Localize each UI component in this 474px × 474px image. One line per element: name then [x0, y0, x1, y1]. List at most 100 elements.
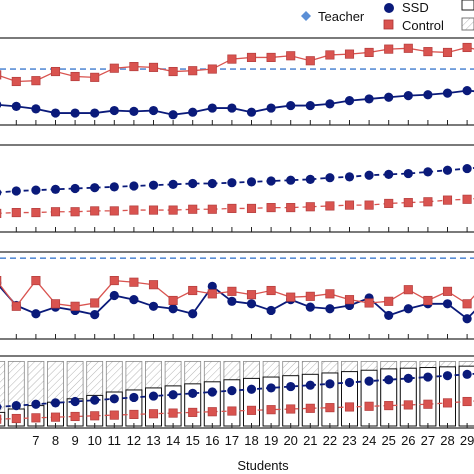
ssd-point-22: [325, 379, 335, 389]
ssd-point-15: [188, 388, 198, 398]
ssd-point-6: [11, 186, 21, 196]
control-point-19: [266, 405, 276, 415]
ssd-point-10: [90, 108, 100, 118]
control-point-27: [423, 295, 433, 306]
ssd-point-10: [90, 309, 100, 320]
control-point-23: [344, 200, 355, 210]
control-point-14: [168, 295, 178, 306]
control-point-20: [286, 203, 296, 213]
control-point-11: [109, 206, 119, 216]
legend-ssd-marker: [384, 3, 394, 13]
control-line: [0, 46, 474, 83]
control-point-6: [11, 301, 21, 311]
panel-4-frame: [0, 355, 474, 429]
control-point-13: [148, 280, 159, 290]
ssd-point-11: [109, 182, 119, 192]
control-point-18: [246, 52, 257, 62]
panel-2-frame: [0, 144, 474, 233]
ssd-point-23: [344, 172, 355, 182]
control-point-29: [462, 396, 472, 407]
ssd-point-7: [31, 399, 41, 409]
control-point-21: [305, 202, 315, 212]
ssd-point-14: [168, 110, 178, 120]
control-point-26: [403, 400, 413, 410]
control-point-26: [403, 198, 413, 208]
ssd-line: [0, 372, 474, 408]
panel-1-plot: [0, 42, 474, 125]
ssd-point-25: [384, 375, 394, 385]
panel-1-frame: [0, 37, 474, 126]
control-point-12: [129, 62, 139, 72]
legend-box-hatched: [461, 17, 474, 31]
x-tick-label-28: 28: [440, 433, 454, 448]
x-tick-label-25: 25: [381, 433, 395, 448]
control-point-29: [462, 194, 472, 204]
x-tick-label-20: 20: [283, 433, 297, 448]
ssd-point-28: [442, 165, 453, 175]
control-point-21: [305, 403, 315, 413]
control-point-19: [266, 52, 276, 62]
control-point-5: [0, 208, 2, 218]
control-point-12: [129, 205, 139, 215]
ssd-point-15: [188, 309, 198, 319]
control-point-22: [325, 289, 335, 299]
control-point-17: [227, 286, 237, 296]
control-point-28: [442, 195, 453, 205]
x-tick-label-14: 14: [166, 433, 180, 448]
ssd-point-27: [423, 372, 433, 382]
x-tick-label-9: 9: [71, 433, 78, 448]
control-point-8: [50, 412, 61, 422]
control-point-5: [0, 414, 2, 424]
control-point-29: [462, 299, 472, 309]
ssd-point-10: [90, 183, 100, 193]
ssd-point-25: [384, 310, 394, 321]
control-point-14: [168, 408, 178, 418]
control-point-11: [109, 410, 119, 420]
ssd-point-25: [384, 169, 394, 179]
ssd-point-6: [11, 401, 21, 411]
control-point-15: [188, 407, 198, 417]
control-point-27: [423, 399, 433, 409]
ssd-point-15: [188, 178, 198, 189]
legend-control-marker: [383, 19, 394, 30]
ssd-point-15: [188, 107, 198, 117]
ssd-point-29: [462, 314, 472, 324]
ssd-point-12: [129, 181, 139, 191]
ssd-point-25: [384, 92, 394, 102]
ssd-point-17: [227, 296, 237, 306]
ssd-point-23: [344, 377, 355, 388]
ssd-point-8: [50, 108, 61, 118]
control-point-12: [129, 277, 139, 287]
control-point-5: [0, 276, 2, 286]
ssd-point-17: [227, 386, 237, 396]
ssd-point-21: [305, 302, 315, 312]
ssd-point-20: [286, 381, 296, 392]
ssd-point-26: [403, 91, 413, 101]
control-point-18: [246, 203, 257, 213]
ssd-point-12: [129, 392, 139, 403]
ssd-point-20: [286, 175, 296, 185]
x-tick-label-23: 23: [342, 433, 356, 448]
control-point-7: [31, 276, 41, 286]
control-point-8: [50, 66, 61, 77]
panel-3-frame: [0, 251, 474, 340]
ssd-point-28: [442, 299, 453, 309]
ssd-point-19: [266, 305, 276, 316]
x-tick-label-13: 13: [146, 433, 160, 448]
ssd-point-12: [129, 106, 139, 116]
control-point-24: [364, 200, 374, 210]
ssd-point-26: [403, 304, 413, 314]
control-point-25: [384, 296, 394, 306]
control-point-11: [109, 276, 119, 286]
control-point-23: [344, 402, 355, 412]
x-tick-label-21: 21: [303, 433, 317, 448]
control-point-27: [423, 197, 433, 207]
control-point-6: [11, 76, 21, 87]
ssd-point-7: [31, 104, 41, 114]
ssd-point-17: [227, 178, 237, 188]
ssd-point-18: [246, 107, 257, 117]
control-point-10: [90, 72, 100, 82]
control-point-14: [168, 205, 178, 215]
ssd-point-13: [148, 301, 159, 311]
control-point-8: [50, 299, 61, 309]
